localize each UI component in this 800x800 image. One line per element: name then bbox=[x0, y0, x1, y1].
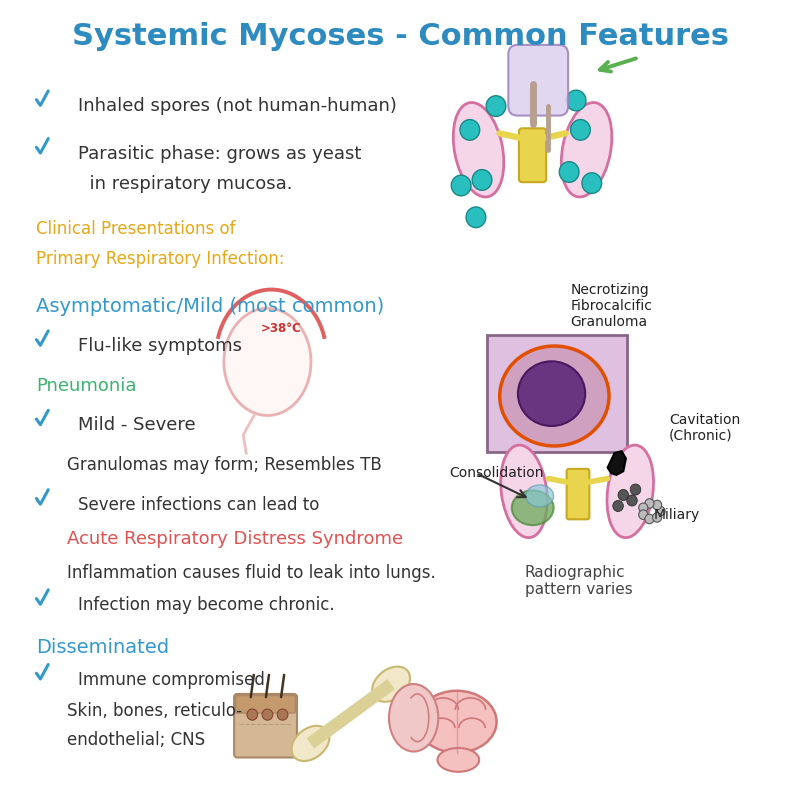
Bar bbox=[487, 335, 627, 453]
Circle shape bbox=[638, 503, 648, 513]
Text: Flu-like symptoms: Flu-like symptoms bbox=[78, 337, 242, 355]
Text: Consolidation: Consolidation bbox=[450, 466, 544, 480]
Ellipse shape bbox=[607, 445, 654, 538]
FancyBboxPatch shape bbox=[236, 695, 295, 713]
Circle shape bbox=[559, 162, 579, 182]
Ellipse shape bbox=[454, 102, 504, 197]
Text: Parasitic phase: grows as yeast: Parasitic phase: grows as yeast bbox=[78, 145, 362, 162]
Text: endothelial; CNS: endothelial; CNS bbox=[66, 731, 205, 749]
Circle shape bbox=[566, 90, 586, 111]
Text: Immune compromised.: Immune compromised. bbox=[78, 670, 270, 689]
Circle shape bbox=[582, 173, 602, 194]
Ellipse shape bbox=[372, 666, 410, 702]
Circle shape bbox=[618, 490, 629, 501]
Text: Necrotizing
Fibrocalcific
Granuloma: Necrotizing Fibrocalcific Granuloma bbox=[570, 283, 652, 330]
Circle shape bbox=[638, 510, 648, 519]
Circle shape bbox=[262, 709, 273, 720]
Circle shape bbox=[645, 498, 654, 508]
Circle shape bbox=[653, 500, 662, 510]
Ellipse shape bbox=[526, 485, 554, 507]
Circle shape bbox=[653, 513, 662, 522]
Circle shape bbox=[645, 514, 654, 524]
Ellipse shape bbox=[417, 690, 497, 753]
Text: Cavitation
(Chronic): Cavitation (Chronic) bbox=[669, 413, 740, 443]
Ellipse shape bbox=[500, 346, 609, 446]
FancyBboxPatch shape bbox=[566, 469, 590, 519]
Circle shape bbox=[466, 207, 486, 228]
Ellipse shape bbox=[389, 684, 438, 751]
Ellipse shape bbox=[501, 445, 547, 538]
Text: Clinical Presentations of: Clinical Presentations of bbox=[37, 220, 236, 238]
Text: Mild - Severe: Mild - Severe bbox=[78, 417, 196, 434]
Text: Infection may become chronic.: Infection may become chronic. bbox=[78, 596, 334, 614]
Polygon shape bbox=[608, 451, 626, 475]
FancyBboxPatch shape bbox=[519, 128, 546, 182]
Circle shape bbox=[570, 119, 590, 140]
Circle shape bbox=[460, 119, 480, 140]
Text: Systemic Mycoses - Common Features: Systemic Mycoses - Common Features bbox=[71, 22, 729, 50]
Text: Pneumonia: Pneumonia bbox=[37, 377, 137, 394]
Text: Miliary: Miliary bbox=[654, 508, 700, 522]
Text: Granulomas may form; Resembles TB: Granulomas may form; Resembles TB bbox=[66, 456, 382, 474]
Text: Asymptomatic/Mild (most common): Asymptomatic/Mild (most common) bbox=[37, 297, 385, 316]
Text: Inflammation causes fluid to leak into lungs.: Inflammation causes fluid to leak into l… bbox=[66, 564, 435, 582]
Text: >38°C: >38°C bbox=[261, 322, 302, 335]
Circle shape bbox=[626, 495, 638, 506]
Ellipse shape bbox=[224, 308, 311, 415]
Text: in respiratory mucosa.: in respiratory mucosa. bbox=[78, 175, 293, 193]
Circle shape bbox=[613, 501, 623, 511]
Text: Primary Respiratory Infection:: Primary Respiratory Infection: bbox=[37, 250, 285, 268]
Circle shape bbox=[472, 170, 492, 190]
Circle shape bbox=[247, 709, 258, 720]
Text: Radiographic
pattern varies: Radiographic pattern varies bbox=[525, 565, 633, 598]
Ellipse shape bbox=[562, 102, 612, 197]
Ellipse shape bbox=[291, 726, 330, 761]
Circle shape bbox=[630, 484, 641, 495]
Ellipse shape bbox=[438, 748, 479, 772]
Text: Skin, bones, reticulo-: Skin, bones, reticulo- bbox=[66, 702, 242, 721]
Circle shape bbox=[451, 175, 471, 196]
Text: Disseminated: Disseminated bbox=[37, 638, 170, 658]
Ellipse shape bbox=[518, 362, 585, 426]
Circle shape bbox=[656, 506, 665, 516]
Text: Inhaled spores (not human-human): Inhaled spores (not human-human) bbox=[78, 97, 397, 115]
FancyBboxPatch shape bbox=[508, 45, 568, 115]
Ellipse shape bbox=[512, 490, 554, 525]
Text: Acute Respiratory Distress Syndrome: Acute Respiratory Distress Syndrome bbox=[66, 530, 403, 548]
FancyBboxPatch shape bbox=[234, 694, 297, 758]
Circle shape bbox=[486, 96, 506, 116]
Text: Severe infections can lead to: Severe infections can lead to bbox=[78, 496, 319, 514]
Circle shape bbox=[278, 709, 288, 720]
